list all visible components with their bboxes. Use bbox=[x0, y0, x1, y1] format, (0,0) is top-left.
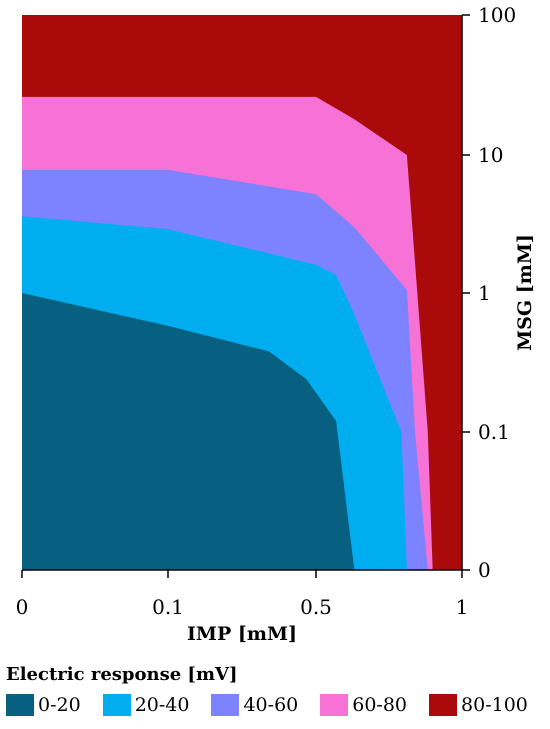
legend-item: 40-60 bbox=[211, 694, 298, 716]
y-tick-label: 0.1 bbox=[478, 420, 510, 444]
legend-item: 80-100 bbox=[429, 694, 528, 716]
y-tick-label: 100 bbox=[478, 3, 516, 27]
legend-swatch bbox=[102, 694, 131, 716]
legend-item: 0-20 bbox=[6, 694, 81, 716]
x-tick-label: 0.1 bbox=[152, 595, 184, 619]
x-tick-label: 1 bbox=[456, 595, 469, 619]
legend-title: Electric response [mV] bbox=[6, 664, 238, 685]
y-axis-label: MSG [mM] bbox=[514, 234, 536, 351]
legend-swatch bbox=[429, 694, 458, 716]
x-axis-label: IMP [mM] bbox=[187, 623, 297, 645]
legend-label: 40-60 bbox=[243, 694, 299, 716]
legend-label: 80-100 bbox=[461, 694, 528, 716]
area-0-20 bbox=[22, 293, 355, 570]
x-tick-labels: 0 0.1 0.5 1 bbox=[16, 595, 469, 619]
x-tick-label: 0.5 bbox=[300, 595, 332, 619]
contour-chart: 0 0.1 0.5 1 0 0.1 1 10 100 IMP [mM] MSG [mM] bbox=[16, 3, 536, 645]
y-tick-label: 0 bbox=[478, 558, 491, 582]
legend-swatch bbox=[211, 694, 240, 716]
legend: 0-20 20-40 40-60 60-80 80-100 bbox=[6, 694, 550, 716]
legend-label: 20-40 bbox=[134, 694, 190, 716]
axes bbox=[21, 14, 470, 578]
legend-swatch bbox=[320, 694, 349, 716]
y-tick-labels: 0 0.1 1 10 100 bbox=[478, 3, 516, 582]
x-tick-label: 0 bbox=[16, 595, 29, 619]
y-tick-label: 1 bbox=[478, 281, 491, 305]
legend-item: 60-80 bbox=[320, 694, 407, 716]
legend-swatch bbox=[6, 694, 34, 716]
legend-label: 0-20 bbox=[38, 694, 81, 716]
legend-label: 60-80 bbox=[352, 694, 408, 716]
legend-item: 20-40 bbox=[102, 694, 190, 716]
response-areas bbox=[22, 15, 462, 571]
y-tick-label: 10 bbox=[478, 143, 503, 167]
